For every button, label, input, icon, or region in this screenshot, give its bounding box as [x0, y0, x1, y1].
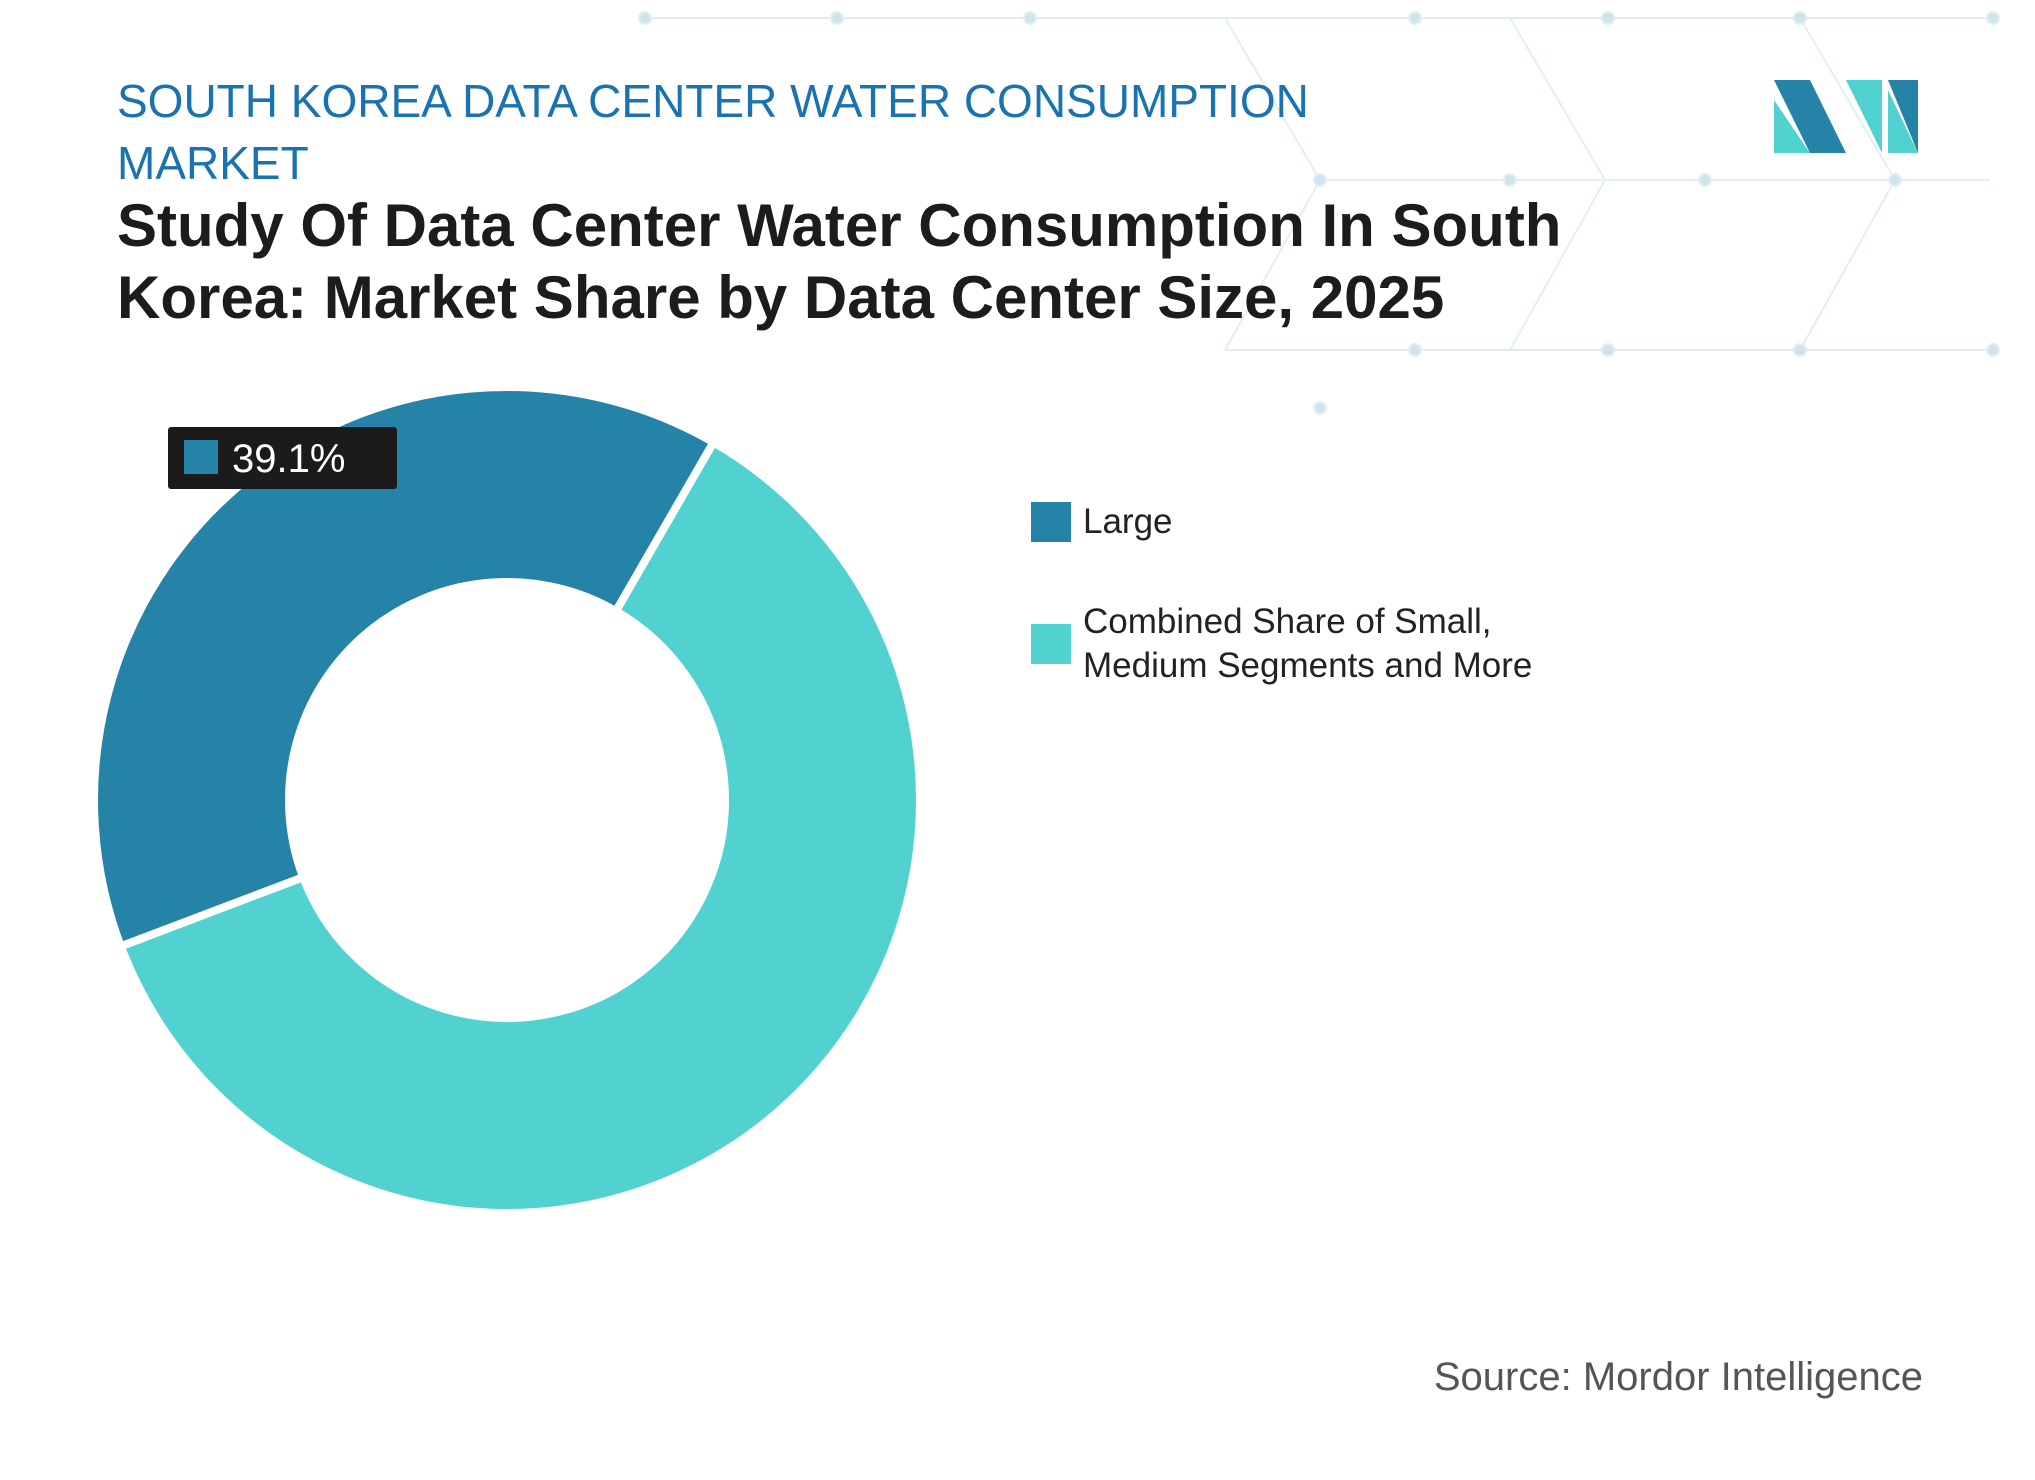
legend-swatch [1031, 624, 1071, 664]
subtitle: SOUTH KOREA DATA CENTER WATER CONSUMPTIO… [117, 75, 1309, 189]
donut [90, 383, 924, 1217]
value-label-box [168, 427, 397, 489]
legend-label: Large [1083, 502, 1173, 541]
data-labels: 39.1% [168, 427, 397, 489]
value-label: 39.1% [168, 427, 397, 489]
legend-swatch [1031, 502, 1071, 542]
value-label-swatch [184, 440, 218, 474]
background-network [638, 11, 2000, 415]
legend-item: Combined Share of Small, Medium Segments… [1031, 600, 1623, 688]
source: Source: Mordor Intelligence [1433, 1355, 1923, 1399]
donut-slice [115, 436, 924, 1217]
value-label-text: 39.1% [232, 437, 345, 481]
chart-title: Study Of Data Center Water Consumption I… [117, 192, 1562, 331]
legend-item: Large [1031, 500, 1623, 544]
donut-slice [90, 383, 719, 952]
legend-label: Combined Share of Small, Medium Segments… [1083, 602, 1533, 685]
logo [1774, 80, 1918, 153]
